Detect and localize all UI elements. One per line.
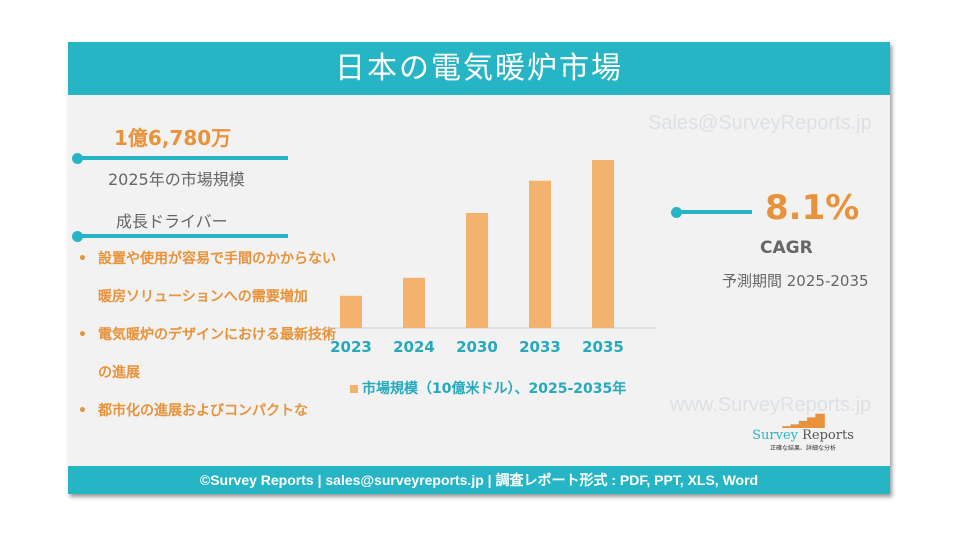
cagr-value: 8.1% — [765, 188, 860, 228]
bar-chart — [326, 160, 656, 329]
x-tick-label: 2033 — [519, 338, 561, 356]
x-tick-label: 2024 — [393, 338, 435, 356]
x-tick-label: 2023 — [330, 338, 372, 356]
bar-2023 — [340, 295, 362, 328]
bars-icon: ▁▂▄▆█ — [782, 414, 824, 428]
survey-reports-logo: ▁▂▄▆█ Survey Reports 正確な結果、詳細な分析 — [748, 414, 858, 452]
drivers-title: 成長ドライバー — [116, 212, 228, 231]
driver-item: 設置や使用が容易で手間のかからない暖房ソリューションへの需要増加 — [76, 240, 346, 316]
driver-item: 都市化の進展およびコンパクトな — [76, 392, 346, 430]
x-tick-label: 2030 — [456, 338, 498, 356]
footer-bar: ©Survey Reports | sales@surveyreports.jp… — [68, 466, 890, 494]
watermark-email: Sales@SurveyReports.jp — [648, 112, 872, 134]
infographic-card: 日本の電気暖炉市場 Sales@SurveyReports.jp www.Sur… — [68, 42, 890, 494]
divider-line — [76, 156, 288, 160]
divider-line — [676, 210, 752, 214]
cagr-label: CAGR — [760, 238, 813, 258]
bar-2030 — [466, 212, 488, 328]
driver-item: 電気暖炉のデザインにおける最新技術の進展 — [76, 316, 346, 392]
market-size-label: 2025年の市場規模 — [108, 170, 245, 189]
bar-2024 — [403, 277, 425, 328]
page-title: 日本の電気暖炉市場 — [68, 42, 890, 95]
bar-2033 — [529, 180, 551, 328]
divider-line — [76, 234, 288, 238]
forecast-period: 予測期間 2025-2035 — [722, 272, 869, 290]
market-size-value: 1億6,780万 — [114, 126, 232, 150]
bar-2035 — [592, 160, 614, 328]
legend-swatch — [350, 385, 358, 393]
chart-legend: 市場規模（10億米ドル）、2025-2035年 — [350, 378, 626, 398]
drivers-list: 設置や使用が容易で手間のかからない暖房ソリューションへの需要増加 電気暖炉のデザ… — [76, 240, 346, 430]
watermark-web: www.SurveyReports.jp — [670, 394, 872, 416]
legend-label: 市場規模（10億米ドル）、2025-2035年 — [362, 381, 627, 397]
x-tick-label: 2035 — [582, 338, 624, 356]
